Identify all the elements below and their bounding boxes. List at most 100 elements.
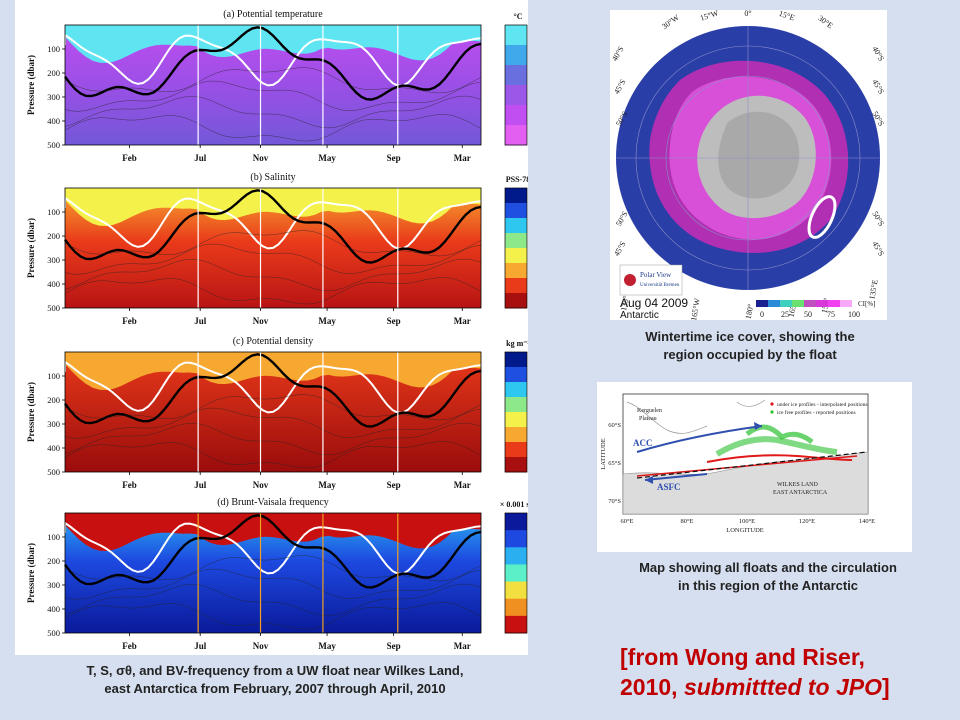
colorbar-swatch bbox=[505, 412, 527, 428]
y-tick-label: 300 bbox=[47, 92, 60, 102]
x-tick-label: Sep bbox=[387, 153, 401, 163]
x-tick-label: Nov bbox=[253, 641, 269, 651]
contour-line bbox=[64, 555, 482, 582]
x-tick-label: Feb bbox=[122, 316, 137, 326]
colorbar-swatch bbox=[505, 598, 527, 617]
ice-caption-line2: region occupied by the float bbox=[663, 347, 837, 362]
reference-line2: 2010, submittted to JPO] bbox=[620, 672, 940, 702]
x-tick-label: Sep bbox=[387, 480, 401, 490]
colorbar-swatch bbox=[505, 248, 527, 264]
mixed-layer-band bbox=[65, 513, 481, 551]
colorbar-swatch bbox=[505, 65, 527, 86]
panel-title: (b) Salinity bbox=[250, 172, 295, 183]
circulation-y-tick: 70°S bbox=[608, 498, 621, 505]
plot-frame bbox=[64, 351, 482, 473]
colorbar-swatch bbox=[505, 25, 527, 46]
ice-colorbar: 0 25 50 75 100 CI[%] bbox=[756, 300, 876, 319]
colorbar-swatch bbox=[505, 442, 527, 458]
plot-frame bbox=[64, 24, 482, 146]
y-tick-label: 500 bbox=[47, 467, 60, 477]
y-tick-label: 300 bbox=[47, 255, 60, 265]
circulation-x-tick: 80°E bbox=[680, 518, 693, 525]
contour-line bbox=[64, 277, 482, 305]
y-tick-label: 500 bbox=[47, 140, 60, 150]
x-tick-label: Mar bbox=[454, 316, 471, 326]
y-axis-label: Pressure (dbar) bbox=[26, 543, 36, 603]
colorbar-swatch bbox=[505, 427, 527, 443]
colorbar-swatch bbox=[505, 397, 527, 413]
y-tick-label: 400 bbox=[47, 604, 60, 614]
colorbar-frame bbox=[504, 24, 528, 146]
contour-line bbox=[64, 230, 482, 257]
main-caption-line2: east Antarctica from February, 2007 thro… bbox=[104, 681, 446, 696]
x-tick-label: Jul bbox=[194, 480, 207, 490]
contour-line bbox=[64, 583, 482, 617]
colorbar-unit: kg m⁻³ bbox=[506, 339, 528, 348]
circulation-y-tick: 65°S bbox=[608, 460, 621, 467]
y-tick-label: 500 bbox=[47, 628, 60, 638]
y-tick-label: 300 bbox=[47, 580, 60, 590]
x-tick-label: Nov bbox=[253, 153, 269, 163]
colorbar-swatch bbox=[505, 278, 527, 294]
reference-note: [from Wong and Riser, 2010, submittted t… bbox=[620, 642, 940, 702]
logo-line1: Polar View bbox=[640, 271, 672, 279]
x-tick-label: May bbox=[318, 316, 336, 326]
x-tick-label: Jul bbox=[194, 153, 207, 163]
panel-title: (c) Potential density bbox=[233, 336, 314, 347]
y-axis-label: Pressure (dbar) bbox=[26, 218, 36, 278]
circulation-label: ASFC bbox=[657, 482, 681, 492]
mixed-layer-band bbox=[65, 188, 481, 226]
circulation-label: Plateau bbox=[639, 416, 657, 422]
colorbar-swatch bbox=[505, 581, 527, 600]
ice-lon-label: 135°E bbox=[867, 279, 879, 300]
ice-map-date: Aug 04 2009 bbox=[620, 296, 688, 310]
contour-line bbox=[64, 407, 482, 439]
x-tick-label: May bbox=[318, 153, 336, 163]
ice-lon-label: 165°W bbox=[689, 297, 702, 320]
y-axis-label: Pressure (dbar) bbox=[26, 382, 36, 442]
reference-journal: submittted to JPO bbox=[683, 674, 883, 700]
ice-map-svg: 30°W15°W0°15°E30°E135°W165°W180°165°150°… bbox=[610, 8, 887, 322]
legend-item-ice-free: ice free profiles - reported positions bbox=[777, 409, 856, 416]
contour-line bbox=[64, 568, 482, 600]
mixed-layer-line bbox=[64, 33, 482, 87]
circulation-x-tick: 60°E bbox=[620, 518, 633, 525]
ice-caption: Wintertime ice cover, showing the region… bbox=[605, 328, 895, 364]
colorbar-swatch bbox=[505, 218, 527, 234]
colorbar-swatch bbox=[505, 45, 527, 66]
ice-colorbar-tick: 100 bbox=[848, 310, 860, 319]
x-tick-label: May bbox=[318, 480, 336, 490]
y-tick-label: 200 bbox=[47, 395, 60, 405]
main-caption: T, S, σθ, and BV-frequency from a UW flo… bbox=[20, 662, 530, 698]
contour-line bbox=[64, 67, 482, 94]
isopycnal-line bbox=[64, 353, 482, 428]
colorbar-swatch bbox=[505, 105, 527, 126]
y-axis-label: Pressure (dbar) bbox=[26, 55, 36, 115]
x-tick-label: Mar bbox=[454, 153, 471, 163]
map-caption-line1: Map showing all floats and the circulati… bbox=[639, 560, 897, 575]
isopycnal-line bbox=[64, 514, 482, 589]
ice-lon-label: 165° bbox=[787, 301, 799, 318]
float-region-ellipse bbox=[807, 195, 837, 239]
isopycnal-line bbox=[64, 189, 482, 264]
ice-map-region: Antarctic bbox=[620, 310, 659, 320]
ice-caption-line1: Wintertime ice cover, showing the bbox=[645, 329, 855, 344]
x-tick-label: Nov bbox=[253, 480, 269, 490]
x-tick-label: Jul bbox=[194, 316, 207, 326]
mixed-layer-band bbox=[65, 352, 481, 390]
contour-line bbox=[64, 95, 482, 129]
y-tick-label: 100 bbox=[47, 44, 60, 54]
contour-line bbox=[64, 441, 482, 469]
contour-line bbox=[64, 114, 482, 142]
contour-line bbox=[64, 258, 482, 292]
x-tick-label: May bbox=[318, 641, 336, 651]
colorbar-swatch bbox=[505, 457, 527, 473]
map-caption-line2: in this region of the Antarctic bbox=[677, 578, 859, 593]
circulation-x-tick: 140°E bbox=[859, 518, 875, 525]
colorbar-unit: PSS-78 bbox=[506, 175, 528, 184]
colorbar-swatch bbox=[505, 564, 527, 583]
circulation-x-tick: 120°E bbox=[799, 518, 815, 525]
y-tick-label: 100 bbox=[47, 532, 60, 542]
mixed-layer-band bbox=[65, 25, 481, 63]
mixed-layer-line bbox=[64, 360, 482, 414]
